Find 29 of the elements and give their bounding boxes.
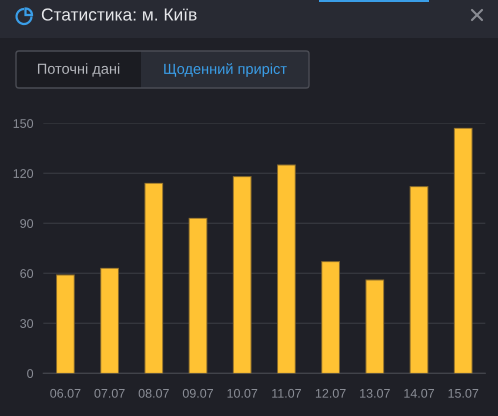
text: Щоденний приріст bbox=[164, 63, 287, 77]
bar bbox=[188, 218, 208, 374]
bar bbox=[365, 279, 384, 374]
y-tick-label: 0 bbox=[27, 369, 34, 378]
bar bbox=[321, 261, 340, 374]
x-tick-label: 06.07 bbox=[50, 388, 80, 398]
y-tick-label: 150 bbox=[14, 119, 34, 128]
bar bbox=[144, 182, 164, 374]
bar bbox=[410, 186, 428, 374]
x-tick-label: 10.07 bbox=[228, 388, 258, 398]
bar bbox=[56, 274, 75, 374]
y-tick-label: 60 bbox=[20, 269, 34, 278]
x-tick-label: 11.07 bbox=[272, 388, 301, 398]
y-tick-label: 120 bbox=[14, 169, 34, 178]
text: Поточні дані bbox=[38, 63, 120, 77]
x-tick-label: 07.07 bbox=[94, 388, 125, 398]
bar bbox=[100, 268, 119, 374]
bar bbox=[454, 128, 473, 374]
x-tick-label: 15.07 bbox=[448, 388, 478, 398]
x-tick-label: 14.07 bbox=[404, 388, 434, 398]
bar bbox=[232, 176, 252, 374]
x-tick-label: 09.07 bbox=[182, 388, 214, 398]
y-tick-label: 30 bbox=[20, 319, 34, 328]
x-tick-label: 08.07 bbox=[138, 388, 169, 398]
bar bbox=[277, 164, 296, 374]
x-tick-label: 12.07 bbox=[316, 388, 346, 398]
y-tick-label: 90 bbox=[20, 219, 34, 228]
x-tick-label: 13.07 bbox=[360, 388, 390, 398]
chart-title: Статистика: м. Київ bbox=[42, 8, 197, 21]
